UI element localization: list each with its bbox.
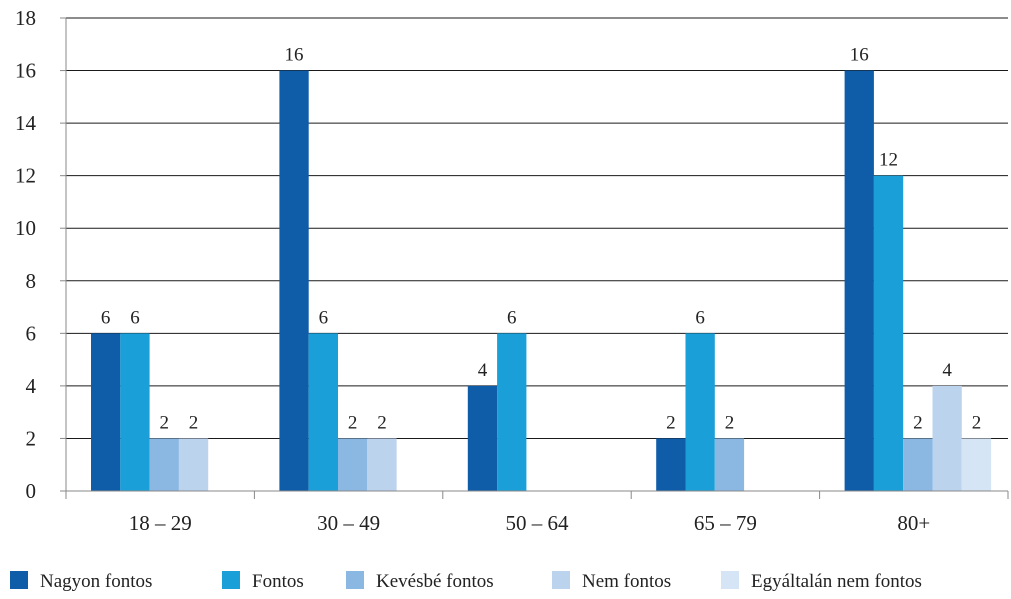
y-tick-label: 12 bbox=[15, 164, 36, 188]
data-label: 4 bbox=[942, 360, 952, 381]
y-tick-label: 4 bbox=[26, 374, 37, 398]
data-label: 2 bbox=[189, 412, 199, 433]
x-tick-label: 50 – 64 bbox=[506, 511, 570, 535]
bar bbox=[91, 333, 121, 491]
gridlines bbox=[66, 17, 1008, 439]
y-tick-label: 0 bbox=[26, 479, 37, 503]
bar bbox=[338, 438, 368, 491]
data-label: 2 bbox=[377, 412, 387, 433]
bar bbox=[367, 438, 397, 491]
legend: Nagyon fontos Fontos Kevésbé fontos Nem fon… bbox=[10, 571, 922, 592]
y-tick-label: 16 bbox=[15, 59, 36, 83]
data-label: 12 bbox=[879, 150, 898, 171]
y-tick-label: 10 bbox=[15, 216, 36, 240]
data-label: 2 bbox=[666, 412, 676, 433]
x-tick-label: 80+ bbox=[897, 511, 930, 535]
data-label: 2 bbox=[913, 412, 923, 433]
legend-label: Fontos bbox=[252, 571, 304, 592]
bar bbox=[308, 333, 338, 491]
bar bbox=[656, 438, 686, 491]
legend-swatch bbox=[10, 571, 28, 589]
bar bbox=[685, 333, 715, 491]
bar bbox=[178, 438, 209, 491]
legend-label: Nem fontos bbox=[582, 571, 671, 592]
data-label: 2 bbox=[348, 412, 358, 433]
x-tick-label: 65 – 79 bbox=[694, 511, 757, 535]
data-label: 2 bbox=[160, 412, 170, 433]
y-tick-label: 2 bbox=[26, 426, 37, 450]
data-label: 6 bbox=[319, 307, 329, 328]
bar-series bbox=[91, 70, 992, 492]
data-label: 16 bbox=[285, 45, 304, 66]
data-label: 6 bbox=[507, 307, 517, 328]
data-label: 2 bbox=[725, 412, 735, 433]
data-label: 6 bbox=[130, 307, 140, 328]
y-tick-label: 6 bbox=[26, 321, 37, 345]
bar bbox=[279, 70, 309, 492]
bar bbox=[120, 333, 150, 491]
legend-swatch bbox=[721, 571, 739, 589]
data-label: 6 bbox=[695, 307, 705, 328]
y-tick-label: 18 bbox=[15, 6, 36, 30]
data-label: 6 bbox=[101, 307, 111, 328]
y-axis-tick-labels: 0 2 4 6 8 10 12 14 16 18 bbox=[15, 6, 66, 503]
legend-swatch bbox=[222, 571, 240, 589]
y-tick-label: 14 bbox=[15, 111, 37, 135]
data-label: 4 bbox=[478, 360, 488, 381]
legend-label: Nagyon fontos bbox=[40, 571, 152, 592]
bar bbox=[873, 175, 904, 491]
bar bbox=[497, 333, 527, 491]
x-axis: 18 – 29 30 – 49 50 – 64 65 – 79 80+ bbox=[65, 18, 1009, 535]
bar bbox=[714, 438, 745, 491]
legend-label: Egyáltalán nem fontos bbox=[751, 571, 922, 592]
bar bbox=[467, 385, 498, 491]
legend-swatch bbox=[346, 571, 364, 589]
bar bbox=[903, 438, 933, 491]
data-label: 16 bbox=[850, 45, 869, 66]
y-tick-label: 8 bbox=[26, 269, 37, 293]
legend-label: Kevésbé fontos bbox=[376, 571, 494, 592]
x-tick-label: 30 – 49 bbox=[317, 511, 380, 535]
bar bbox=[844, 70, 874, 492]
data-label: 2 bbox=[972, 412, 982, 433]
bar bbox=[149, 438, 179, 491]
bar bbox=[932, 385, 962, 491]
legend-swatch bbox=[552, 571, 570, 589]
x-tick-label: 18 – 29 bbox=[129, 511, 192, 535]
bar bbox=[961, 438, 992, 491]
